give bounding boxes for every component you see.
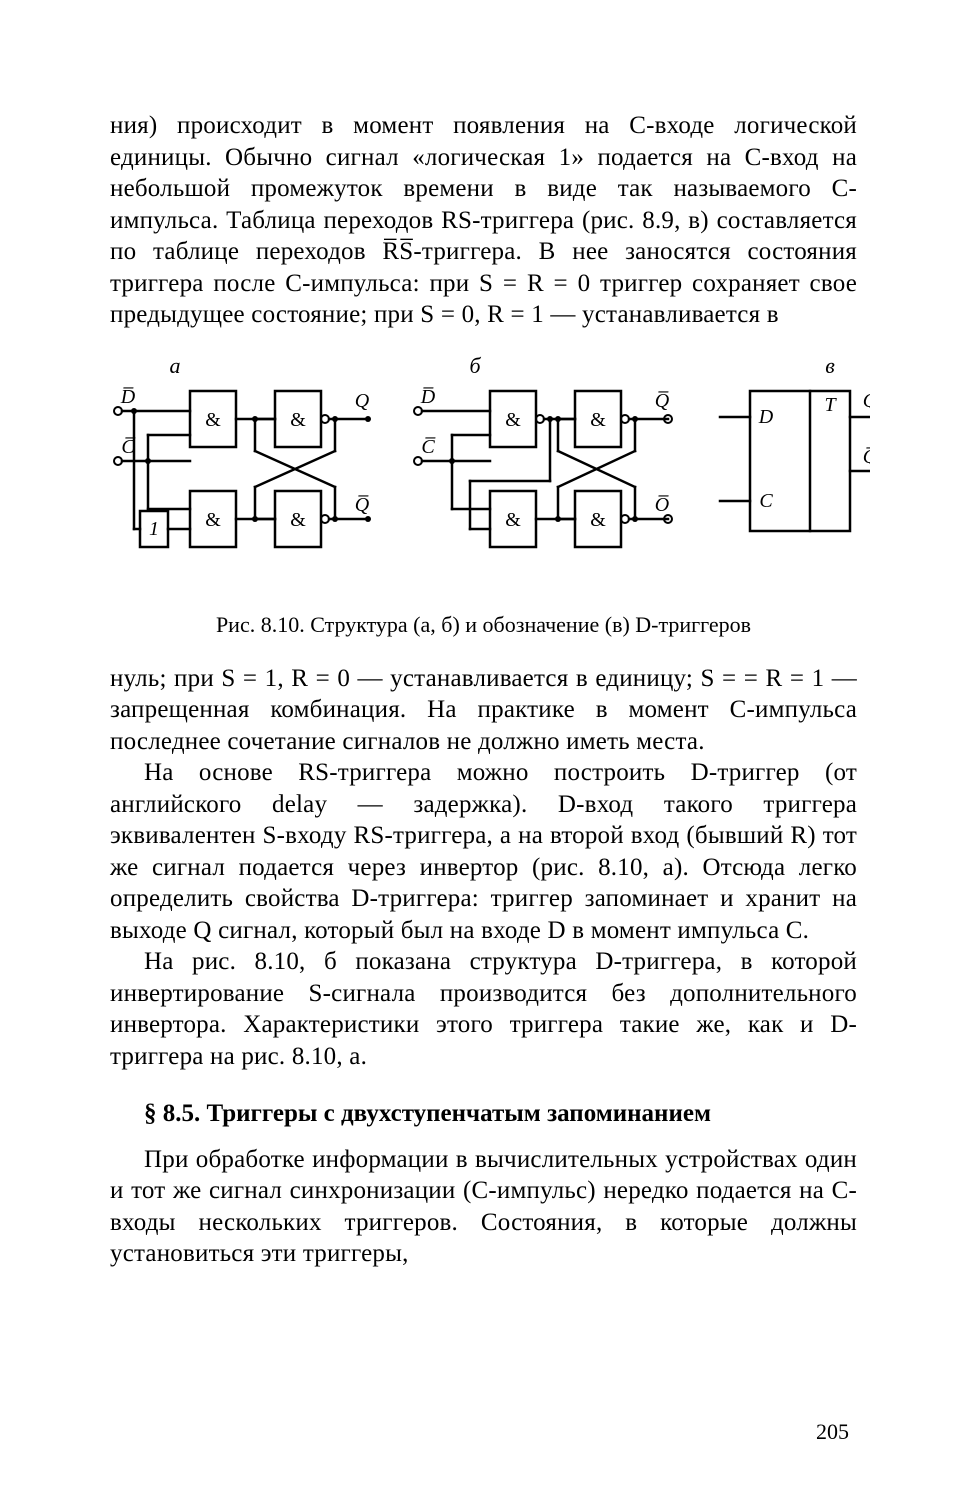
svg-text:б: б xyxy=(469,353,481,378)
svg-text:&: & xyxy=(290,409,306,431)
paragraph-mid-2: На основе RS-триггера можно построить D-… xyxy=(110,757,857,946)
page: ния) происходит в момент появления на C-… xyxy=(0,0,957,1500)
svg-text:Q̅: Q̅ xyxy=(655,390,670,412)
paragraph-bottom: При обработке информации в вычислительны… xyxy=(110,1144,857,1270)
svg-text:1: 1 xyxy=(149,518,159,540)
svg-text:Q: Q xyxy=(863,390,870,412)
paragraph-mid-3: На рис. 8.10, б показана структура D-три… xyxy=(110,946,857,1072)
paragraph-mid-1: нуль; при S = 1, R = 0 — устанавливается… xyxy=(110,663,857,758)
svg-text:O̅: O̅ xyxy=(655,494,670,516)
svg-text:D: D xyxy=(758,406,774,428)
svg-text:&: & xyxy=(590,409,606,431)
figure-caption: Рис. 8.10. Структура (а, б) и обозначени… xyxy=(110,611,857,639)
paragraph-top: ния) происходит в момент появления на C-… xyxy=(110,110,857,331)
section-title: § 8.5. Триггеры с двухступенчатым запоми… xyxy=(110,1098,857,1130)
svg-text:&: & xyxy=(505,409,521,431)
svg-text:&: & xyxy=(205,509,221,531)
svg-text:D̅: D̅ xyxy=(420,386,436,408)
svg-text:&: & xyxy=(290,509,306,531)
svg-text:Q̅: Q̅ xyxy=(355,494,370,516)
svg-text:Q: Q xyxy=(355,390,370,412)
svg-text:в: в xyxy=(825,353,835,378)
svg-text:D̅: D̅ xyxy=(120,386,136,408)
svg-text:Q̅: Q̅ xyxy=(863,446,870,468)
svg-text:C̅: C̅ xyxy=(421,436,436,458)
figure-svg: аD̅C̅&&1&&QQ̅бD̅C̅&&&&Q̅O̅вTDCQQ̅ xyxy=(110,351,870,591)
svg-text:&: & xyxy=(505,509,521,531)
svg-text:&: & xyxy=(205,409,221,431)
svg-text:&: & xyxy=(590,509,606,531)
figure-8-10: аD̅C̅&&1&&QQ̅бD̅C̅&&&&Q̅O̅вTDCQQ̅ xyxy=(110,351,857,600)
svg-text:C: C xyxy=(759,490,773,512)
svg-text:T: T xyxy=(824,394,837,416)
page-number: 205 xyxy=(816,1418,849,1446)
svg-text:а: а xyxy=(170,353,181,378)
